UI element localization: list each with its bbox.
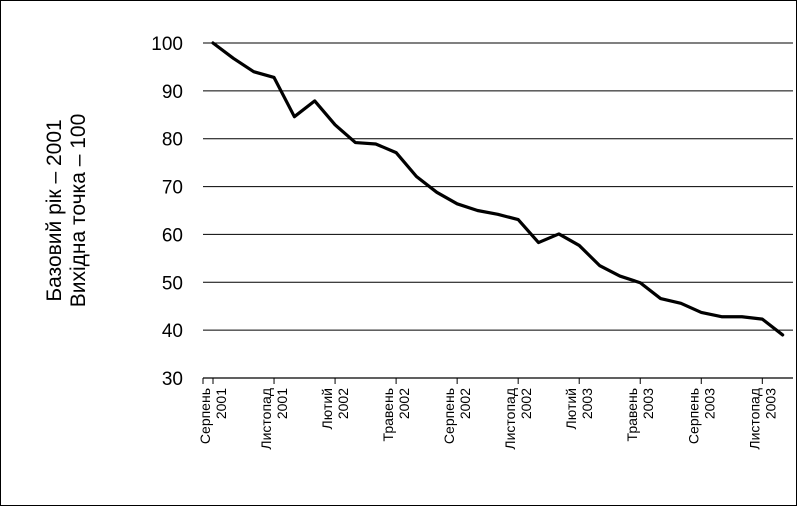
x-tick-label-year: 2002 <box>396 388 412 419</box>
data-point <box>497 213 499 216</box>
data-point <box>435 191 438 194</box>
x-axis-labels: Серпень 2001 Листопад 2001 Лютий 2002 Травень 2… <box>197 388 778 450</box>
data-point <box>781 334 784 336</box>
x-tick-label-group: Травень 2002 <box>380 388 412 442</box>
gridlines <box>203 42 793 331</box>
y-tick-label: 30 <box>162 369 183 390</box>
x-tick-label-group: Серпень 2002 <box>441 388 473 444</box>
data-point <box>619 275 621 277</box>
y-tick-label: 90 <box>162 82 183 103</box>
y-tick-label: 70 <box>162 178 183 199</box>
y-axis-title-group: Базовий рік – 2001 Вихідна точка – 100 <box>43 114 90 308</box>
x-tick-label-month: Серпень <box>685 388 701 444</box>
data-point <box>273 76 275 79</box>
x-tick-label-group: Лютий 2002 <box>319 388 351 430</box>
x-tick-label-group: Травень 2003 <box>624 388 656 442</box>
y-axis-title-line-1: Базовий рік – 2001 <box>43 119 66 301</box>
y-axis-ticks: 30 40 50 60 70 80 90 100 <box>151 34 183 390</box>
x-tick-label-month: Серпень <box>197 388 213 444</box>
data-point <box>374 143 377 145</box>
y-axis-title-line-2: Вихідна точка – 100 <box>67 114 90 308</box>
x-tick-label-month: Серпень <box>441 388 457 444</box>
data-point <box>558 233 560 235</box>
x-tick-label-year: 2003 <box>579 388 595 419</box>
data-point <box>456 203 458 205</box>
data-point <box>252 70 255 73</box>
data-point <box>578 244 581 247</box>
data-point <box>741 315 743 318</box>
data-point <box>680 302 682 305</box>
data-point <box>334 124 336 126</box>
x-tick-label-year: 2001 <box>213 388 229 419</box>
data-point <box>232 57 235 60</box>
x-tick-label-year: 2003 <box>640 388 656 419</box>
x-tick-label-month: Травень <box>624 388 640 441</box>
data-point <box>313 100 316 102</box>
x-axis <box>202 377 793 384</box>
series-group <box>211 41 785 337</box>
x-tick-label-group: Листопад 2002 <box>502 388 534 450</box>
x-tick-label-year: 2003 <box>762 388 778 419</box>
data-point <box>293 115 296 118</box>
x-tick-label-month: Листопад <box>746 388 762 450</box>
data-point <box>476 209 479 212</box>
x-tick-label-month: Листопад <box>258 388 274 450</box>
x-tick-label-group: Серпень 2003 <box>685 388 717 444</box>
data-point <box>354 141 357 144</box>
data-point <box>537 241 540 244</box>
y-tick-label: 100 <box>151 34 183 55</box>
x-tick-label-group: Листопад 2001 <box>258 388 290 450</box>
data-point <box>639 281 642 284</box>
y-tick-label: 40 <box>162 321 183 342</box>
y-axis-title: Базовий рік – 2001 Вихідна точка – 100 <box>43 114 90 308</box>
x-tick-label-group: Листопад 2003 <box>746 388 778 450</box>
y-tick-label: 80 <box>162 130 183 151</box>
x-tick-label-month: Лютий <box>563 388 579 429</box>
x-tick-label-month: Лютий <box>319 388 335 429</box>
x-tick-label-year: 2002 <box>518 388 534 419</box>
x-tick-label-year: 2002 <box>335 388 351 419</box>
y-tick-label: 60 <box>162 225 183 246</box>
x-tick-label-month: Травень <box>380 388 396 441</box>
series-line <box>211 41 785 337</box>
data-point <box>659 297 662 300</box>
data-point <box>598 264 601 267</box>
x-tick-label-group: Серпень 2001 <box>197 388 229 444</box>
x-tick-label-year: 2002 <box>457 388 473 419</box>
data-point <box>212 42 214 44</box>
data-point <box>761 318 764 320</box>
y-tick-label: 50 <box>162 273 183 294</box>
data-point <box>517 218 519 221</box>
data-point <box>720 315 723 318</box>
data-point <box>395 151 397 154</box>
data-point <box>415 175 418 178</box>
data-point <box>700 311 703 314</box>
x-tick-label-year: 2003 <box>701 388 717 419</box>
x-tick-label-year: 2001 <box>274 388 290 419</box>
x-tick-label-month: Листопад <box>502 388 518 450</box>
x-tick-label-group: Лютий 2003 <box>563 388 595 430</box>
